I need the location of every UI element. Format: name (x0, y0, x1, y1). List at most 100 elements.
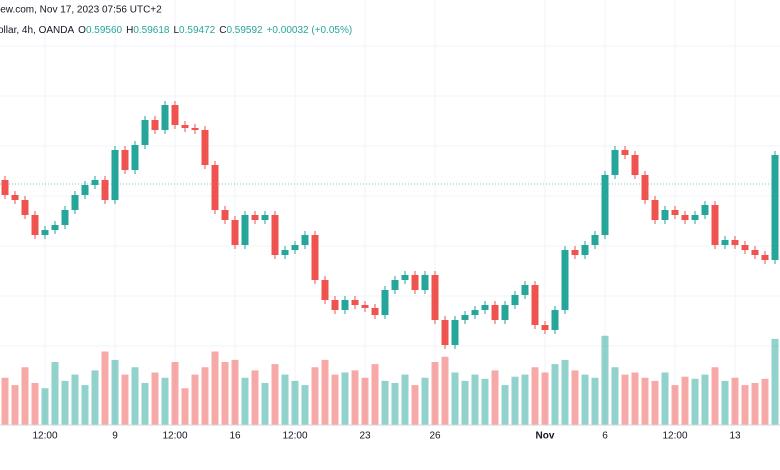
volume-bar (261, 383, 269, 425)
x-tick-label: Nov (536, 431, 555, 442)
volume-bar (391, 383, 399, 425)
candle-body (461, 315, 469, 320)
candle-body (331, 300, 339, 310)
volume-bar (731, 377, 739, 425)
source-text: iew.com, Nov 17, 2023 07:56 UTC+2 (0, 5, 162, 16)
ohlc-label: L (173, 25, 179, 36)
candle-body (701, 205, 709, 215)
candles (1, 101, 779, 349)
candle-body (361, 305, 369, 308)
volume-bar (611, 367, 619, 425)
candle-body (241, 215, 249, 245)
volume-bar (641, 377, 649, 425)
candle-body (471, 310, 479, 315)
volume-bar (61, 380, 69, 425)
candle-body (541, 325, 549, 330)
x-tick-label: 12:00 (282, 431, 307, 442)
candle-body (231, 220, 239, 245)
volume-bar (1, 377, 9, 425)
candle-body (521, 285, 529, 295)
volume-bar (451, 372, 459, 425)
volume-bar (221, 362, 229, 425)
candle-body (591, 235, 599, 245)
candle-body (1, 180, 9, 195)
volume-bar (721, 380, 729, 425)
volume-bar (111, 359, 119, 425)
volume-bar (661, 372, 669, 425)
candle-body (341, 300, 349, 310)
volume-bar (361, 377, 369, 425)
candle-body (651, 200, 659, 220)
candle-body (381, 290, 389, 315)
volume-bar (521, 374, 529, 425)
candle-body (371, 308, 379, 315)
x-tick-label: 12:00 (662, 431, 687, 442)
candle-body (201, 130, 209, 165)
volume-bar (211, 351, 219, 425)
volume-bar (331, 374, 339, 425)
volume-bar (761, 378, 769, 425)
volume-bar (671, 385, 679, 425)
candle-body (121, 150, 129, 170)
candle-body (111, 150, 119, 200)
candle-body (441, 320, 449, 345)
ohlc-legend: ollar, 4h, OANDA O0.59560 H0.59618 L0.59472… (0, 25, 352, 36)
volume-bar (291, 380, 299, 425)
candle-body (351, 300, 359, 305)
candle-body (421, 275, 429, 290)
candle-body (161, 105, 169, 130)
volume-bar (51, 362, 59, 425)
volume-bar (581, 374, 589, 425)
volume-bar (541, 372, 549, 425)
candle-body (31, 215, 39, 235)
candle-body (451, 320, 459, 345)
candle-body (181, 125, 189, 128)
volume-bar (431, 362, 439, 425)
volume-bar (421, 377, 429, 425)
x-tick-label: 26 (429, 431, 441, 442)
volume-bar (251, 370, 259, 425)
volume-bar (741, 385, 749, 425)
volume-bar (341, 372, 349, 425)
candle-body (321, 280, 329, 300)
candle-body (581, 245, 589, 255)
candle-body (661, 210, 669, 220)
volume-bar (191, 374, 199, 425)
candle-body (571, 250, 579, 255)
volume-bar (381, 380, 389, 425)
candle-body (731, 240, 739, 245)
candle-body (721, 240, 729, 245)
volume-bar (241, 377, 249, 425)
volume-bar (771, 338, 779, 425)
x-tick-label: 23 (359, 431, 371, 442)
ohlc-value: 0.59592 (226, 25, 263, 36)
volume-bar (21, 367, 29, 425)
candle-body (81, 185, 89, 195)
volume-bar (281, 374, 289, 425)
volume-bar (591, 377, 599, 425)
volume-pane (1, 335, 779, 425)
candle-body (91, 180, 99, 185)
volume-bar (531, 367, 539, 425)
volume-bar (71, 374, 79, 425)
ohlc-label: H (126, 25, 133, 36)
candle-body (251, 215, 259, 220)
candle-body (491, 305, 499, 320)
candle-body (641, 175, 649, 200)
volume-bar (171, 362, 179, 425)
volume-bar (101, 351, 109, 425)
candle-body (261, 215, 269, 220)
volume-bar (481, 378, 489, 425)
candle-body (101, 180, 109, 200)
ohlc-value: 0.59472 (179, 25, 216, 36)
candle-body (711, 205, 719, 245)
candle-body (211, 165, 219, 210)
x-tick-label: 16 (229, 431, 241, 442)
volume-bar (321, 359, 329, 425)
volume-bar (161, 377, 169, 425)
volume-bar (471, 374, 479, 425)
volume-bar (561, 359, 569, 425)
volume-bar (491, 370, 499, 425)
